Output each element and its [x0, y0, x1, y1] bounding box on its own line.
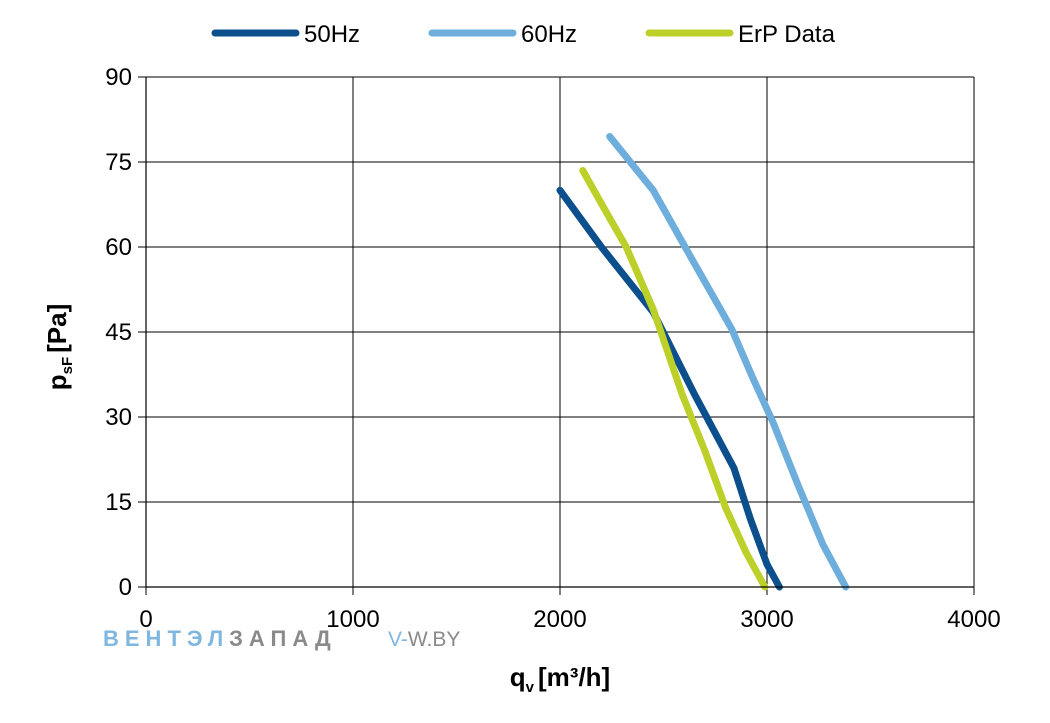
watermark-site: V-W.BY	[388, 628, 460, 651]
y-axis-title-unit: [Pa]	[42, 304, 72, 353]
x-tick-label: 1000	[326, 606, 379, 633]
watermark-site-part1: V-	[388, 628, 408, 651]
legend-label: 60Hz	[521, 21, 577, 48]
series-line-50hz	[556, 186, 783, 591]
legend-item-60hz: 60Hz	[428, 21, 577, 48]
watermark-brand-part1: ВЕНТЭЛ	[103, 626, 229, 651]
legend-item-50hz: 50Hz	[211, 21, 360, 48]
x-tick-label: 4000	[947, 606, 1000, 633]
legend-label: 50Hz	[304, 21, 360, 48]
y-tick-label: 0	[119, 574, 132, 601]
watermark-site-part2: W.BY	[408, 628, 461, 651]
y-tick-label: 60	[105, 234, 132, 261]
grid-layer	[138, 76, 975, 595]
watermark-brand: ВЕНТЭЛЗАПАД	[103, 626, 337, 651]
series-line-erp-data	[579, 167, 769, 591]
watermark-brand-part2: ЗАПАД	[229, 626, 337, 651]
series-layer	[556, 133, 850, 591]
y-axis-title-sub: sF	[59, 357, 76, 375]
y-axis-title: psF [Pa]	[42, 304, 76, 391]
x-tick-label: 0	[139, 606, 152, 633]
legend-item-erp-data: ErP Data	[645, 21, 836, 48]
x-tick-label: 2000	[533, 606, 586, 633]
y-tick-label: 90	[105, 64, 132, 91]
y-tick-label: 30	[105, 404, 132, 431]
y-axis-title-main: p	[42, 374, 72, 390]
series-line-60hz	[606, 133, 850, 591]
y-tick-label: 45	[105, 319, 132, 346]
x-axis-title: qv [m³/h]	[510, 662, 610, 696]
y-tick-label: 15	[105, 489, 132, 516]
legend-label: ErP Data	[738, 21, 836, 48]
x-axis-title-main: q	[510, 662, 526, 692]
x-tick-label: 3000	[740, 606, 793, 633]
x-axis-title-sub: v	[526, 679, 535, 696]
y-tick-label: 75	[105, 149, 132, 176]
legend: 50Hz 60Hz ErP Data	[211, 21, 836, 48]
x-axis-title-unit: [m³/h]	[538, 662, 610, 692]
watermark: ВЕНТЭЛЗАПАД V-W.BY	[103, 626, 460, 651]
axis-layer: 0 15 30 45 60 75 90 0 1000 2000 3000 4000	[105, 64, 1000, 633]
